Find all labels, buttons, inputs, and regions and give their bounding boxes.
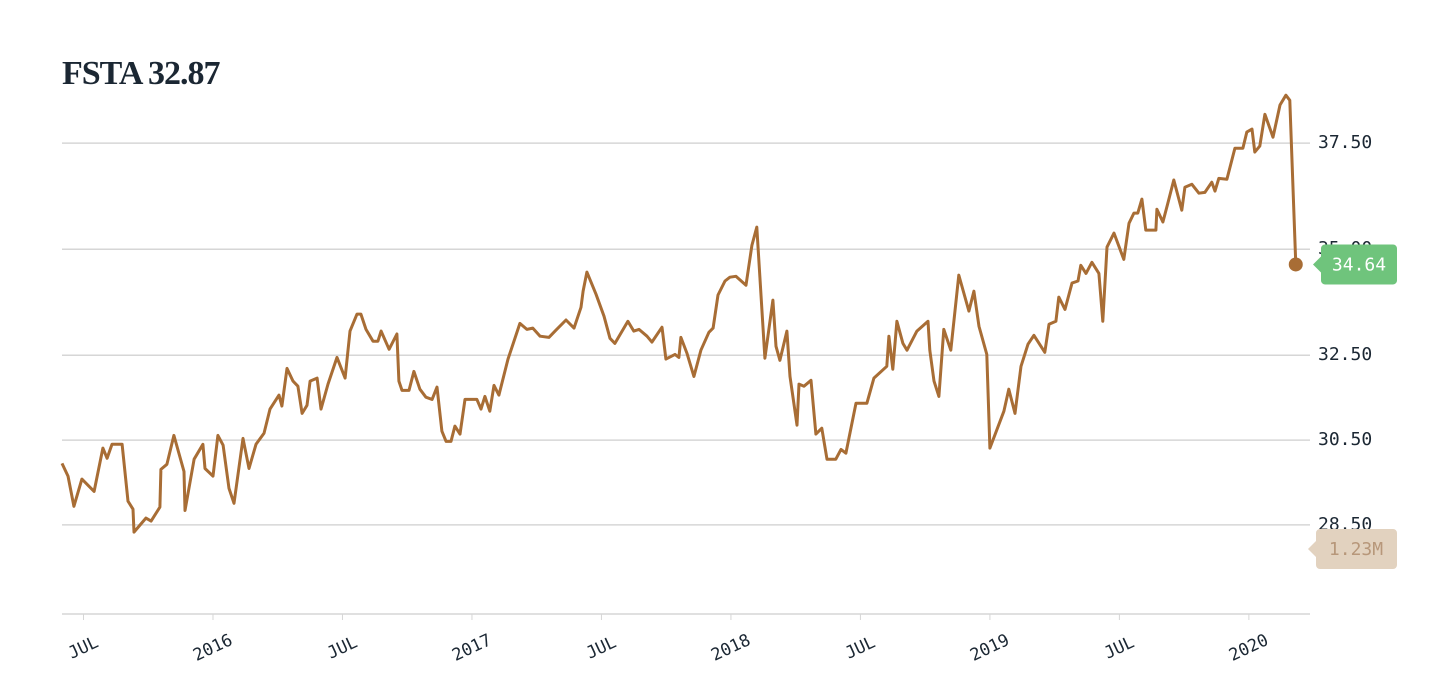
volume-badge <box>1308 529 1397 569</box>
x-tick-label: JUL <box>842 632 878 663</box>
last-point <box>1288 257 1303 272</box>
x-tick-label: 2020 <box>1226 630 1272 665</box>
x-tick-label: 2018 <box>708 630 754 665</box>
volume-label: 1.23M <box>1329 539 1383 560</box>
x-tick-label: JUL <box>1101 632 1137 663</box>
x-tick-label: JUL <box>324 632 360 663</box>
x-tick-label: JUL <box>65 632 101 663</box>
x-tick-label: 2017 <box>449 630 495 665</box>
x-tick-label: JUL <box>583 632 619 663</box>
y-tick-label: 37.50 <box>1318 132 1372 153</box>
price-label: 34.64 <box>1332 254 1386 275</box>
y-tick-label: 32.50 <box>1318 344 1372 365</box>
price-badge <box>1313 244 1397 285</box>
x-tick-label: 2016 <box>190 630 236 665</box>
price-line <box>60 93 1298 534</box>
y-tick-label: 30.50 <box>1318 429 1372 450</box>
chart-title: FSTA 32.87 <box>62 55 221 92</box>
x-tick-label: 2019 <box>967 630 1013 665</box>
